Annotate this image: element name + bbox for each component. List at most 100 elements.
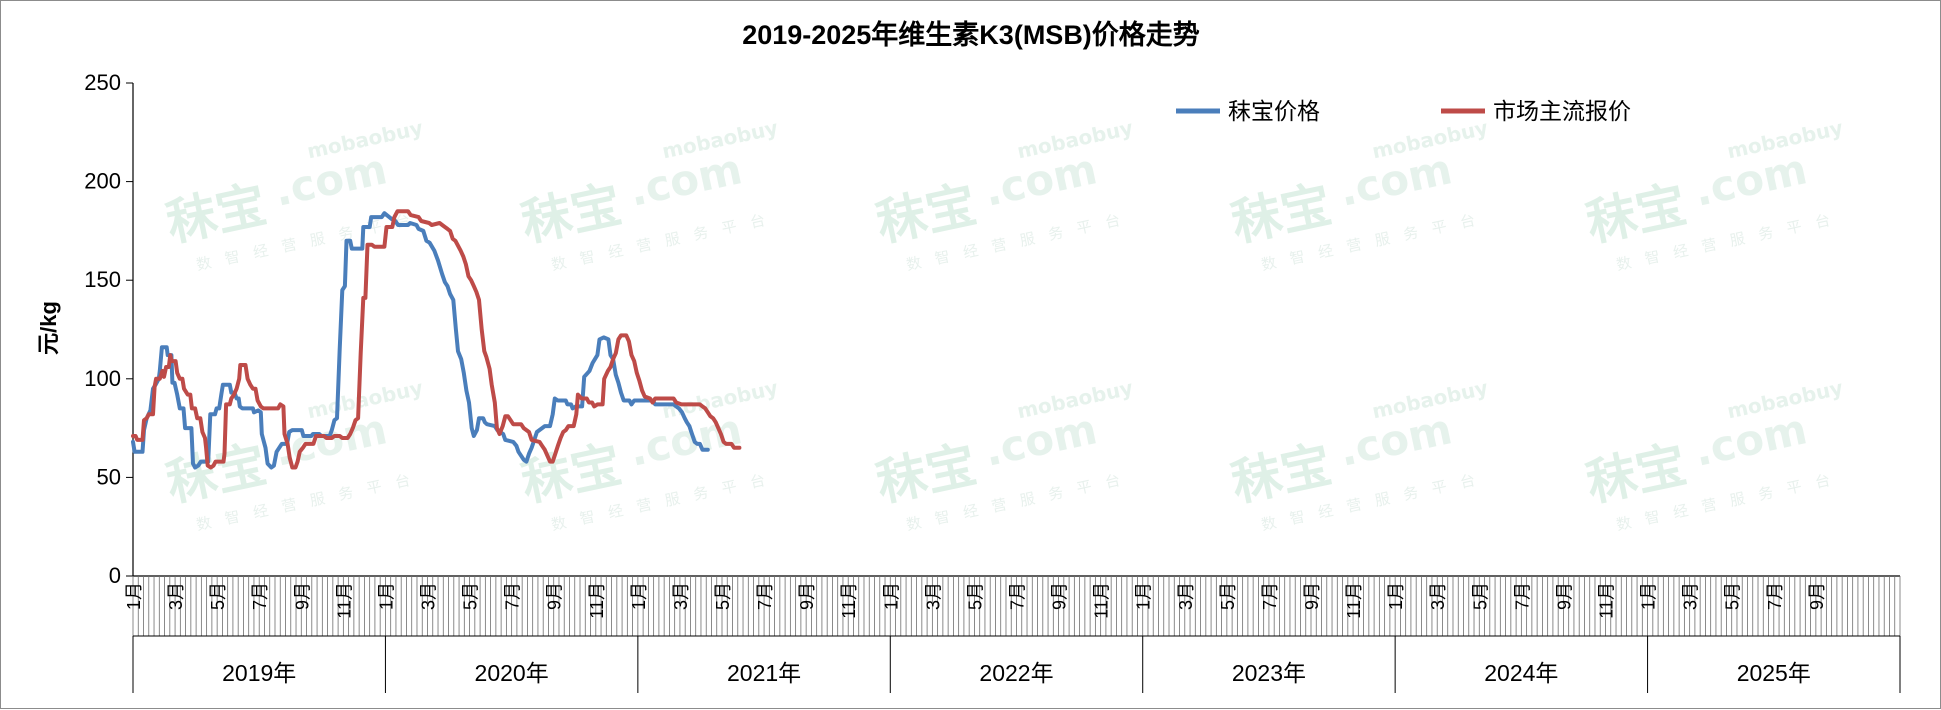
y-tick-label: 200 <box>84 169 121 194</box>
x-month-label: 7月 <box>755 582 775 610</box>
x-month-label-group: 5月 <box>1723 582 1743 610</box>
x-month-label-group: 1月 <box>376 582 396 610</box>
x-month-label: 3月 <box>166 582 186 610</box>
x-month-label-group: 1月 <box>881 582 901 610</box>
x-month-label-group: 9月 <box>292 582 312 610</box>
x-month-label: 9月 <box>292 582 312 610</box>
x-month-label-group: 7月 <box>1512 582 1532 610</box>
x-month-label: 1月 <box>629 582 649 610</box>
x-month-label: 5月 <box>1723 582 1743 610</box>
x-month-label: 5月 <box>208 582 228 610</box>
x-month-label-group: 3月 <box>1176 582 1196 610</box>
x-month-label-group: 11月 <box>1597 582 1617 619</box>
x-month-label-group: 5月 <box>208 582 228 610</box>
x-month-label: 7月 <box>503 582 523 610</box>
x-month-label: 1月 <box>376 582 396 610</box>
legend: 秣宝价格 市场主流报价 <box>1176 98 1631 124</box>
x-month-label: 11月 <box>587 582 607 619</box>
x-month-label-group: 5月 <box>713 582 733 610</box>
x-year-label: 2019年 <box>222 660 296 686</box>
x-month-label: 3月 <box>671 582 691 610</box>
x-month-label: 5月 <box>965 582 985 610</box>
x-month-label-group: 1月 <box>629 582 649 610</box>
x-month-label-group: 9月 <box>797 582 817 610</box>
x-month-label: 11月 <box>839 582 859 619</box>
watermark-logo-text: 秣宝 <box>1226 175 1336 253</box>
x-month-label: 7月 <box>1260 582 1280 610</box>
watermark-logo-text: 秣宝 <box>1226 435 1336 513</box>
x-month-label-group: 5月 <box>965 582 985 610</box>
x-month-label: 11月 <box>1344 582 1364 619</box>
x-month-label-group: 3月 <box>1681 582 1701 610</box>
x-month-label: 7月 <box>250 582 270 610</box>
y-tick-label: 0 <box>109 563 121 588</box>
x-month-label-group: 9月 <box>1302 582 1322 610</box>
x-month-label: 5月 <box>713 582 733 610</box>
x-month-label-group: 3月 <box>166 582 186 610</box>
x-year-label: 2024年 <box>1484 660 1558 686</box>
chart-title: 2019-2025年维生素K3(MSB)价格走势 <box>742 19 1200 50</box>
x-year-label: 2025年 <box>1737 660 1811 686</box>
y-tick-label: 50 <box>97 464 121 489</box>
x-month-label-group: 9月 <box>1554 582 1574 610</box>
x-month-label: 7月 <box>1765 582 1785 610</box>
series-line-mobao-price <box>131 211 710 470</box>
x-month-label-group: 7月 <box>1008 582 1028 610</box>
x-year-label: 2020年 <box>475 660 549 686</box>
x-month-label: 1月 <box>1134 582 1154 610</box>
series-layer <box>131 209 742 470</box>
legend-label: 市场主流报价 <box>1493 98 1631 124</box>
x-year-label: 2023年 <box>1232 660 1306 686</box>
x-month-label-group: 5月 <box>1218 582 1238 610</box>
x-month-label: 7月 <box>1008 582 1028 610</box>
x-month-label: 7月 <box>1512 582 1532 610</box>
watermark-logo-text: 秣宝 <box>1581 175 1691 253</box>
x-month-label-group: 7月 <box>755 582 775 610</box>
watermark-logo-text: 秣宝 <box>161 175 271 253</box>
x-month-label: 9月 <box>1302 582 1322 610</box>
x-axis: 1月 3月 5月 7月 9月 11月 1月 3月 5月 7月 9月 11月 1月 3月 5月 7月 9月 11月 1… <box>124 575 1901 693</box>
x-month-label-group: 3月 <box>671 582 691 610</box>
watermark-logo-text: 秣宝 <box>1581 435 1691 513</box>
x-month-label: 1月 <box>124 582 144 610</box>
x-month-label: 11月 <box>334 582 354 619</box>
x-month-label-group: 11月 <box>334 582 354 619</box>
x-month-label-group: 7月 <box>503 582 523 610</box>
x-month-label: 9月 <box>1554 582 1574 610</box>
x-month-label: 3月 <box>1176 582 1196 610</box>
x-month-label: 3月 <box>419 582 439 610</box>
y-tick-label: 100 <box>84 366 121 391</box>
x-month-label-group: 7月 <box>1765 582 1785 610</box>
legend-label: 秣宝价格 <box>1228 98 1320 124</box>
x-month-label-group: 11月 <box>587 582 607 619</box>
x-month-label-group: 1月 <box>1639 582 1659 610</box>
x-month-label: 11月 <box>1092 582 1112 619</box>
x-month-label: 3月 <box>923 582 943 610</box>
y-axis: 0 50 100 150 200 250 <box>84 70 134 588</box>
x-month-label-group: 11月 <box>839 582 859 619</box>
x-month-label-group: 9月 <box>545 582 565 610</box>
x-month-label-group: 3月 <box>923 582 943 610</box>
y-tick-label: 250 <box>84 70 121 95</box>
x-month-label-group: 1月 <box>1134 582 1154 610</box>
x-month-label-group: 11月 <box>1092 582 1112 619</box>
x-year-label: 2021年 <box>727 660 801 686</box>
y-axis-label: 元/kg <box>36 301 61 355</box>
x-month-label: 9月 <box>797 582 817 610</box>
x-month-label-group: 1月 <box>124 582 144 610</box>
x-month-label: 9月 <box>1807 582 1827 610</box>
x-month-label-group: 9月 <box>1807 582 1827 610</box>
watermark-logo-text: 秣宝 <box>871 435 981 513</box>
x-month-label: 5月 <box>1470 582 1490 610</box>
x-month-label: 11月 <box>1597 582 1617 619</box>
